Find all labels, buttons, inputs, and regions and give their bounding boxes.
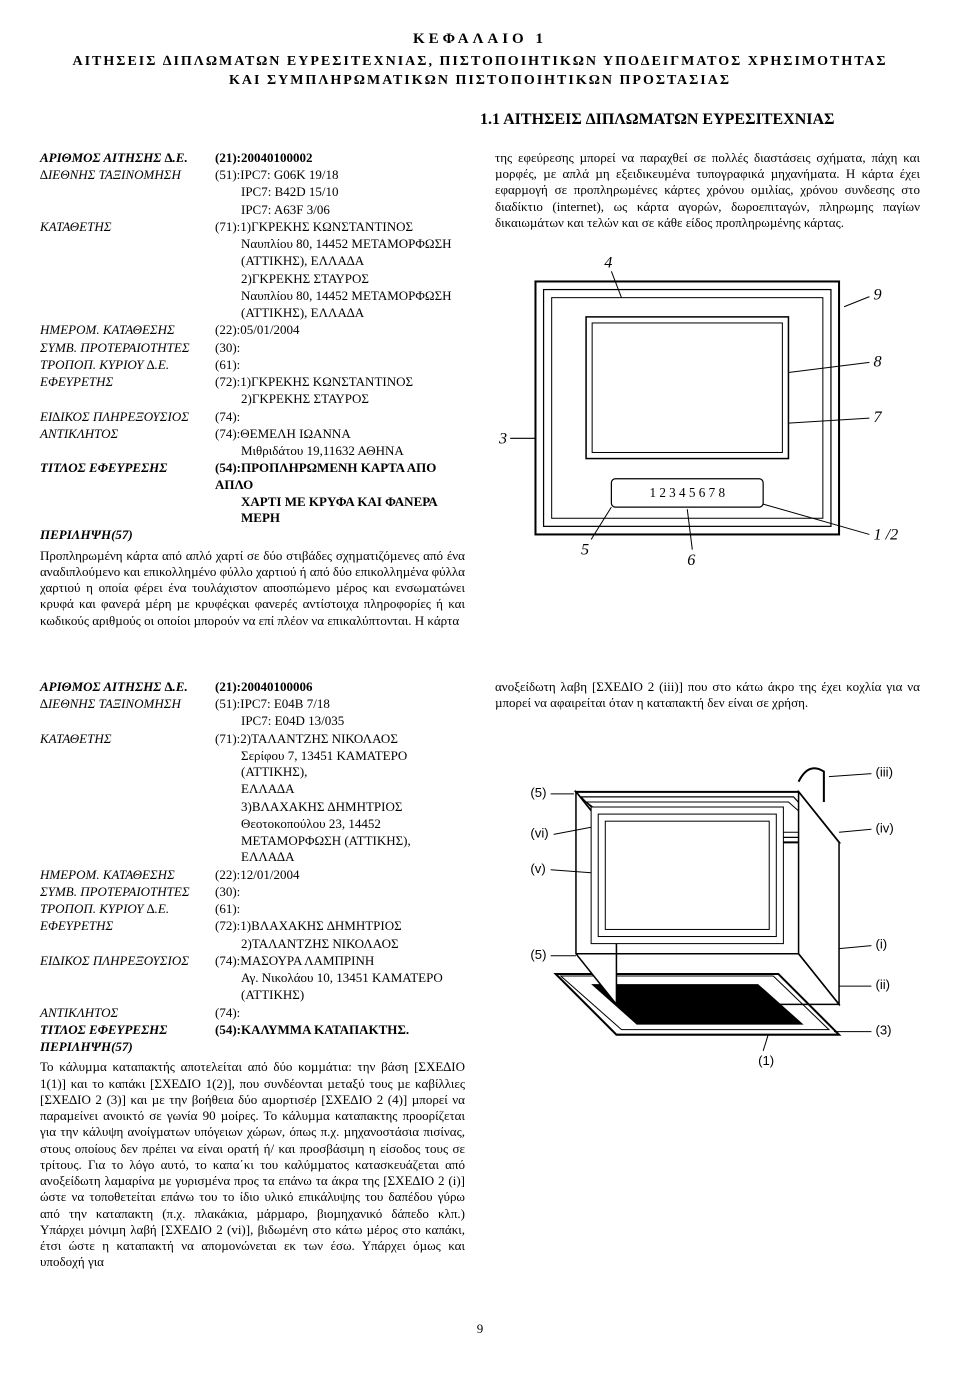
val2-app-no: (21):20040100006 xyxy=(215,679,465,695)
val2-agent-1: (74):ΜΑΣΟΥΡΑ ΛΑΜΠΡΙΝΗ xyxy=(215,953,465,969)
val-appl-4: 2)ΓΚΡΕΚΗΣ ΣΤΑΥΡΟΣ xyxy=(241,271,465,287)
val-agent: (74): xyxy=(215,409,465,425)
fig1-c6: 6 xyxy=(687,551,696,569)
label2-filing: ΗΜΕΡΟΜ. ΚΑΤΑΘΕΣΗΣ xyxy=(40,867,215,883)
abstract-right-1: της εφεύρεσης µπορεί να παραχθεί σε πολλ… xyxy=(495,150,920,231)
label2-applicant: ΚΑΤΑΘΕΤΗΣ xyxy=(40,731,215,747)
fig2-c5b: (5) xyxy=(530,947,546,962)
val-modif: (61): xyxy=(215,357,465,373)
page-number: 9 xyxy=(40,1321,920,1337)
label-inventor: ΕΦΕΥΡΕΤΗΣ xyxy=(40,374,215,390)
val2-appl-4: 3)ΒΛΑΧΑΚΗΣ ∆ΗΜΗΤΡΙΟΣ xyxy=(241,799,465,815)
val-appl-1: (71):1)ΓΚΡΕΚΗΣ ΚΩΝΣΤΑΝΤΙΝΟΣ xyxy=(215,219,465,235)
val2-agent-2: Αγ. Νικολάου 10, 13451 ΚΑΜΑΤΕΡΟ xyxy=(241,970,465,986)
label2-title: ΤΙΤΛΟΣ ΕΦΕΥΡΕΣΗΣ xyxy=(40,1022,215,1038)
label-agent: ΕΙ∆ΙΚΟΣ ΠΛΗΡΕΞΟΥΣΙΟΣ xyxy=(40,409,215,425)
label-priority: ΣΥΜΒ. ΠΡΟΤΕΡΑΙΟΤΗΤΕΣ xyxy=(40,340,215,356)
record-1: ΑΡΙΘΜΟΣ ΑΙΤΗΣΗΣ ∆.Ε.(21):20040100002 ∆ΙΕ… xyxy=(40,150,920,629)
fig1-c8: 8 xyxy=(873,352,881,370)
val-app-no: (21):20040100002 xyxy=(215,150,465,166)
fig2-ci: (i) xyxy=(875,937,887,952)
record-2: ΑΡΙΘΜΟΣ ΑΙΤΗΣΗΣ ∆.Ε.(21):20040100006 ∆ΙΕ… xyxy=(40,679,920,1271)
fig1-c5: 5 xyxy=(581,541,589,559)
abstract-left-1: Προπληρωµένη κάρτα από απλό χαρτί σε δύο… xyxy=(40,548,465,629)
fig2-c5a: (5) xyxy=(530,785,546,800)
figure-2: (5) (iii) (vi) (iv) (v) (5) (i) (ii) (3)… xyxy=(495,721,920,1075)
val2-filing: (22):12/01/2004 xyxy=(215,867,465,883)
fig2-c1: (1) xyxy=(758,1053,774,1068)
label2-inventor: ΕΦΕΥΡΕΤΗΣ xyxy=(40,918,215,934)
fig2-c3: (3) xyxy=(875,1023,891,1038)
val2-appl-3: ΕΛΛΑ∆Α xyxy=(241,781,465,797)
val2-corr: (74): xyxy=(215,1005,465,1021)
label2-priority: ΣΥΜΒ. ΠΡΟΤΕΡΑΙΟΤΗΤΕΣ xyxy=(40,884,215,900)
figure-1: 1 2 3 4 5 6 7 8 4 9 8 7 3 1 /2 xyxy=(495,241,920,575)
val2-modif: (61): xyxy=(215,901,465,917)
label2-agent: ΕΙ∆ΙΚΟΣ ΠΛΗΡΕΞΟΥΣΙΟΣ xyxy=(40,953,215,969)
fig1-c12: 1 /2 xyxy=(873,526,898,544)
val2-appl-5: Θεοτοκοπούλου 23, 14452 xyxy=(241,816,465,832)
fig1-c3: 3 xyxy=(498,429,507,447)
val-appl-5: Ναυπλίου 80, 14452 ΜΕΤΑΜΟΡΦΩΣΗ xyxy=(241,288,465,304)
val2-inv-1: (72):1)ΒΛΑΧΑΚΗΣ ∆ΗΜΗΤΡΙΟΣ xyxy=(215,918,465,934)
val2-appl-6: ΜΕΤΑΜΟΡΦΩΣΗ (ΑΤΤΙΚΗΣ), ΕΛΛΑ∆Α xyxy=(241,833,465,866)
chapter-sub-1: ΑΙΤΗΣΕΙΣ ∆ΙΠΛΩΜΑΤΩΝ ΕΥΡΕΣΙΤΕΧΝΙΑΣ, ΠΙΣΤΟ… xyxy=(40,53,920,71)
fig2-civ: (iv) xyxy=(875,821,893,836)
label2-app-no: ΑΡΙΘΜΟΣ ΑΙΤΗΣΗΣ ∆.Ε. xyxy=(40,679,215,695)
val-intl-1: (51):IPC7: G06K 19/18 xyxy=(215,167,465,183)
val2-appl-1: (71):2)ΤΑΛΑΝΤΖΗΣ ΝΙΚΟΛΑΟΣ xyxy=(215,731,465,747)
fig1-numbers: 1 2 3 4 5 6 7 8 xyxy=(649,485,725,500)
label2-intl: ∆ΙΕΘΝΗΣ ΤΑΞΙΝΟΜΗΣΗ xyxy=(40,696,215,712)
chapter-sub-2: ΚΑΙ ΣΥΜΠΛΗΡΩΜΑΤΙΚΩΝ ΠΙΣΤΟΠΟΙΗΤΙΚΩΝ ΠΡΟΣΤ… xyxy=(40,72,920,90)
val2-inv-2: 2)ΤΑΛΑΝΤΖΗΣ ΝΙΚΟΛΑΟΣ xyxy=(241,936,465,952)
val-appl-3: (ΑΤΤΙΚΗΣ), ΕΛΛΑ∆Α xyxy=(241,253,465,269)
val2-priority: (30): xyxy=(215,884,465,900)
fig2-cvi: (vi) xyxy=(530,826,548,841)
fig2-ciii: (iii) xyxy=(875,765,893,780)
val-inv-2: 2)ΓΚΡΕΚΗΣ ΣΤΑΥΡΟΣ xyxy=(241,391,465,407)
val-priority: (30): xyxy=(215,340,465,356)
fig1-c4: 4 xyxy=(604,253,612,271)
label2-corr: ΑΝΤΙΚΛΗΤΟΣ xyxy=(40,1005,215,1021)
val2-intl-1: (51):IPC7: E04B 7/18 xyxy=(215,696,465,712)
label-modif: ΤΡΟΠΟΠ. ΚΥΡΙΟΥ ∆.Ε. xyxy=(40,357,215,373)
label-intl: ∆ΙΕΘΝΗΣ ΤΑΞΙΝΟΜΗΣΗ xyxy=(40,167,215,183)
val2-title: (54):ΚΑΛΥΜΜΑ ΚΑΤΑΠΑΚΤΗΣ. xyxy=(215,1022,465,1038)
fig2-cii: (ii) xyxy=(875,977,890,992)
label-filing: ΗΜΕΡΟΜ. ΚΑΤΑΘΕΣΗΣ xyxy=(40,322,215,338)
val-corr-2: Μιθριδάτου 19,11632 ΑΘΗΝΑ xyxy=(241,443,465,459)
label-abstract: ΠΕΡΙΛΗΨΗ(57) xyxy=(40,527,215,543)
label-app-no: ΑΡΙΘΜΟΣ ΑΙΤΗΣΗΣ ∆.Ε. xyxy=(40,150,215,166)
label-applicant: ΚΑΤΑΘΕΤΗΣ xyxy=(40,219,215,235)
val-inv-1: (72):1)ΓΚΡΕΚΗΣ ΚΩΝΣΤΑΝΤΙΝΟΣ xyxy=(215,374,465,390)
fig1-c7: 7 xyxy=(873,408,882,426)
label2-modif: ΤΡΟΠΟΠ. ΚΥΡΙΟΥ ∆.Ε. xyxy=(40,901,215,917)
abstract-left-2: Το κάλυµµα καταπακτής αποτελείται από δύ… xyxy=(40,1059,465,1270)
fig1-c9: 9 xyxy=(873,286,881,304)
chapter-title: ΚΕΦΑΛΑΙΟ 1 xyxy=(40,30,920,49)
val2-agent-3: (ΑΤΤΙΚΗΣ) xyxy=(241,987,465,1003)
val-title-2: ΧΑΡΤΙ ΜΕ ΚΡΥΦΑ ΚΑΙ ΦΑΝΕΡΑ ΜΕΡΗ xyxy=(241,494,465,527)
abstract-right-2: ανοξείδωτη λαβη [ΣΧΕ∆ΙΟ 2 (iii)] που στο… xyxy=(495,679,920,712)
label-title: ΤΙΤΛΟΣ ΕΦΕΥΡΕΣΗΣ xyxy=(40,460,215,493)
val-corr-1: (74):ΘΕΜΕΛΗ ΙΩΑΝΝΑ xyxy=(215,426,465,442)
label-corr: ΑΝΤΙΚΛΗΤΟΣ xyxy=(40,426,215,442)
val-intl-2: IPC7: B42D 15/10 xyxy=(241,184,465,200)
label2-abstract: ΠΕΡΙΛΗΨΗ(57) xyxy=(40,1039,215,1055)
val2-intl-2: IPC7: E04D 13/035 xyxy=(241,713,465,729)
val2-appl-2: Σερίφου 7, 13451 ΚΑΜΑΤΕΡΟ (ΑΤΤΙΚΗΣ), xyxy=(241,748,465,781)
val-intl-3: IPC7: A63F 3/06 xyxy=(241,202,465,218)
section-title: 1.1 ΑΙΤΗΣΕΙΣ ∆ΙΠΛΩΜΑΤΩΝ ΕΥΡΕΣΙΤΕΧΝΙΑΣ xyxy=(480,110,920,130)
val-title-1: (54):ΠΡΟΠΛΗΡΩΜΕΝΗ ΚΑΡΤΑ ΑΠΟ ΑΠΛΟ xyxy=(215,460,465,493)
val-appl-2: Ναυπλίου 80, 14452 ΜΕΤΑΜΟΡΦΩΣΗ xyxy=(241,236,465,252)
val-appl-6: (ΑΤΤΙΚΗΣ), ΕΛΛΑ∆Α xyxy=(241,305,465,321)
val-filing: (22):05/01/2004 xyxy=(215,322,465,338)
fig2-cv: (v) xyxy=(530,861,545,876)
